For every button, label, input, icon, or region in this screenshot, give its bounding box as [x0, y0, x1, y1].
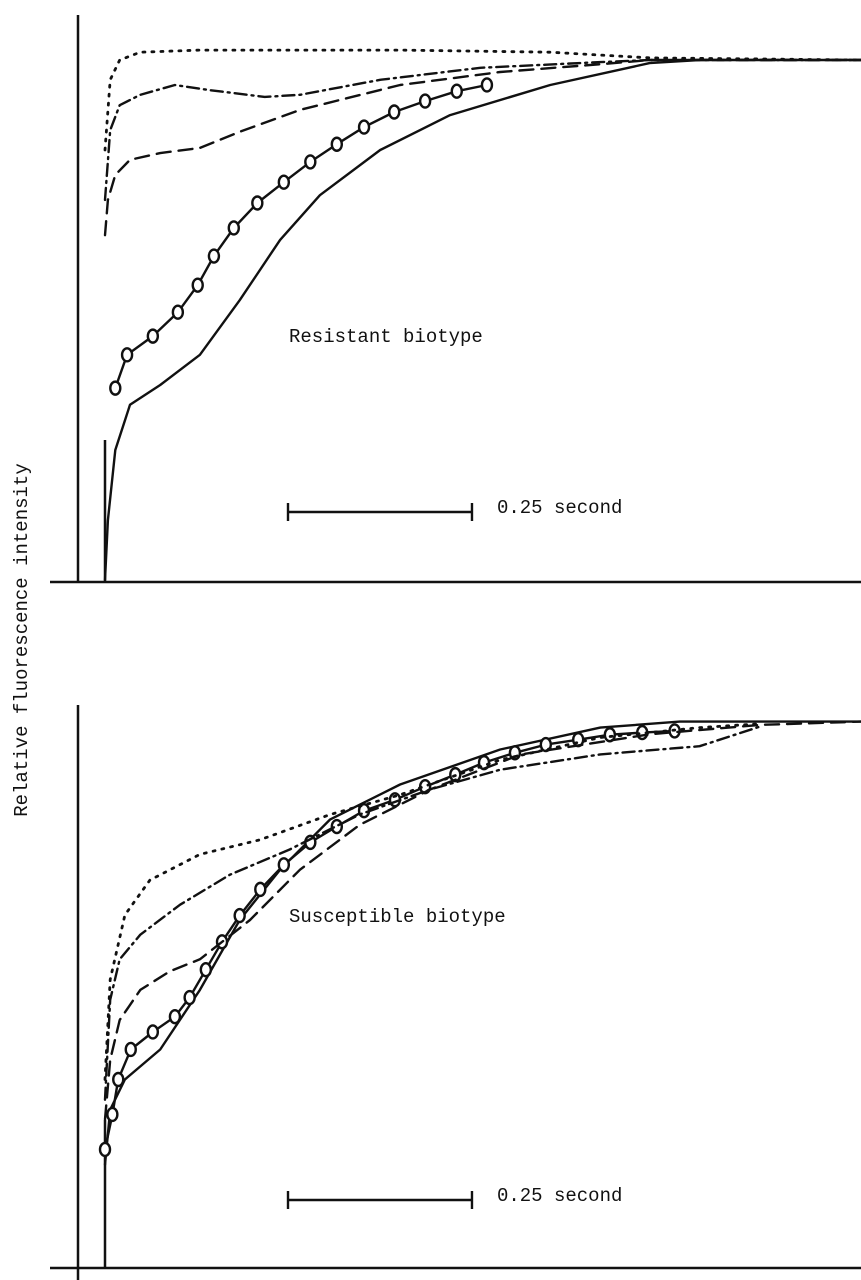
- marker: [112, 1071, 125, 1088]
- marker: [106, 1106, 119, 1123]
- scale-bar-label: 0.25 second: [497, 497, 622, 519]
- marker: [227, 220, 240, 236]
- marker: [146, 1024, 160, 1040]
- curve: [103, 58, 861, 582]
- curve: [103, 725, 762, 1101]
- marker: [98, 1141, 112, 1158]
- curve: [103, 48, 861, 152]
- curve: [103, 58, 861, 237]
- scale-bar-label: 0.25 second: [497, 1185, 622, 1207]
- marker: [388, 104, 401, 120]
- marker: [207, 248, 221, 264]
- curve: [103, 729, 676, 1151]
- marker: [603, 727, 617, 743]
- marker: [277, 857, 291, 873]
- marker: [199, 961, 213, 978]
- marker: [191, 277, 204, 293]
- marker: [330, 136, 344, 152]
- marker: [168, 1008, 182, 1025]
- marker: [120, 347, 134, 363]
- curve: [103, 722, 762, 1081]
- marker: [418, 93, 432, 109]
- marker: [450, 83, 463, 99]
- marker: [233, 907, 246, 924]
- y-axis-label: Relative fluorescence intensity: [11, 463, 33, 816]
- marker: [251, 195, 264, 211]
- annotation: Resistant biotype: [289, 326, 483, 348]
- marker: [480, 77, 494, 93]
- marker: [304, 154, 317, 170]
- marker: [171, 304, 185, 320]
- marker: [254, 881, 267, 898]
- marker: [124, 1041, 137, 1058]
- marker: [357, 119, 371, 135]
- annotation: Susceptible biotype: [289, 906, 506, 928]
- marker: [330, 818, 344, 835]
- marker: [277, 174, 291, 190]
- curve: [114, 83, 489, 390]
- marker: [109, 380, 122, 396]
- curve: [103, 58, 861, 202]
- marker: [146, 328, 160, 344]
- marker: [183, 989, 196, 1006]
